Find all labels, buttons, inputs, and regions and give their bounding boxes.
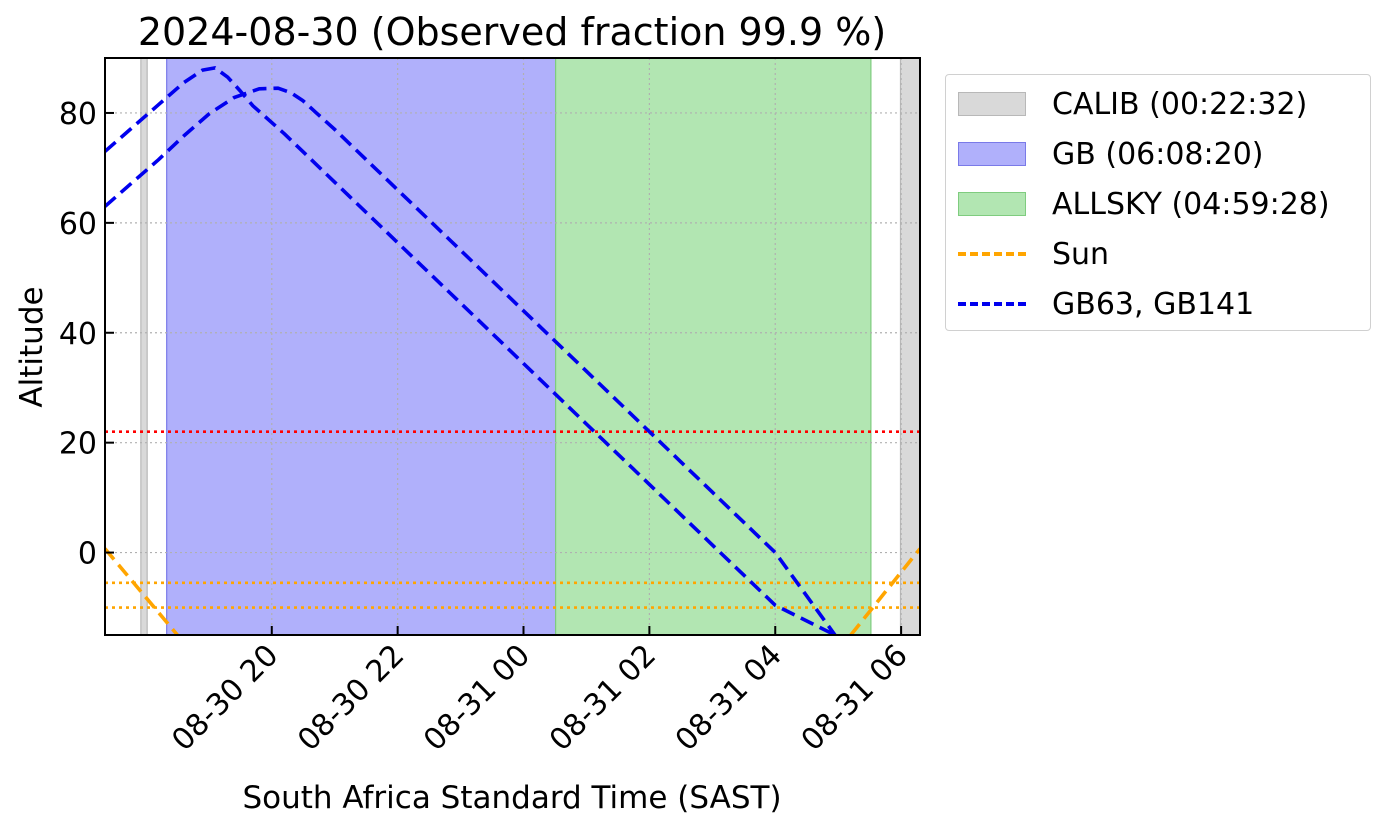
legend-label: ALLSKY (04:59:28) [1052, 186, 1330, 222]
series-line-gb63 [105, 86, 837, 635]
y-tick-label: 0 [78, 537, 97, 572]
chart-title: 2024-08-30 (Observed fraction 99.9 %) [138, 10, 886, 54]
legend: CALIB (00:22:32) GB (06:08:20) ALLSKY (04:… [945, 74, 1371, 331]
legend-label: GB (06:08:20) [1052, 136, 1264, 172]
y-tick-label: 40 [59, 317, 97, 352]
legend-item: Sun [958, 234, 1109, 274]
y-tick-label: 20 [59, 427, 97, 462]
span-calib-0 [140, 58, 148, 635]
legend-label: GB63, GB141 [1052, 286, 1255, 322]
span-allsky-0 [555, 58, 871, 635]
plot-frame [104, 57, 921, 636]
legend-item: ALLSKY (04:59:28) [958, 184, 1330, 224]
span-calib-1 [900, 58, 920, 635]
series-line-gb63 [105, 66, 836, 635]
legend-swatch [958, 92, 1026, 116]
x-tick-label: 08-31 06 [795, 638, 915, 758]
y-tick-label: 80 [59, 97, 97, 132]
x-tick-label: 08-31 04 [669, 638, 789, 758]
legend-item: CALIB (00:22:32) [958, 84, 1307, 124]
legend-item: GB63, GB141 [958, 284, 1254, 324]
x-tick-label: 08-30 20 [165, 638, 285, 758]
legend-label: Sun [1052, 236, 1110, 272]
x-tick-label: 08-31 00 [417, 638, 537, 758]
legend-item: GB (06:08:20) [958, 134, 1264, 174]
x-tick-label: 08-31 02 [543, 638, 663, 758]
y-axis-label: Altitude [14, 286, 50, 407]
legend-swatch [958, 142, 1026, 166]
legend-swatch [958, 192, 1026, 216]
series-line-sun [849, 547, 920, 635]
span-gb-0 [166, 58, 556, 635]
series-line-sun [105, 547, 179, 635]
legend-line-marker [958, 252, 1026, 256]
legend-label: CALIB (00:22:32) [1052, 86, 1308, 122]
legend-line-marker [958, 302, 1026, 306]
y-tick-label: 60 [59, 207, 97, 242]
x-axis-label: South Africa Standard Time (SAST) [242, 780, 781, 816]
x-tick-label: 08-30 22 [291, 638, 411, 758]
